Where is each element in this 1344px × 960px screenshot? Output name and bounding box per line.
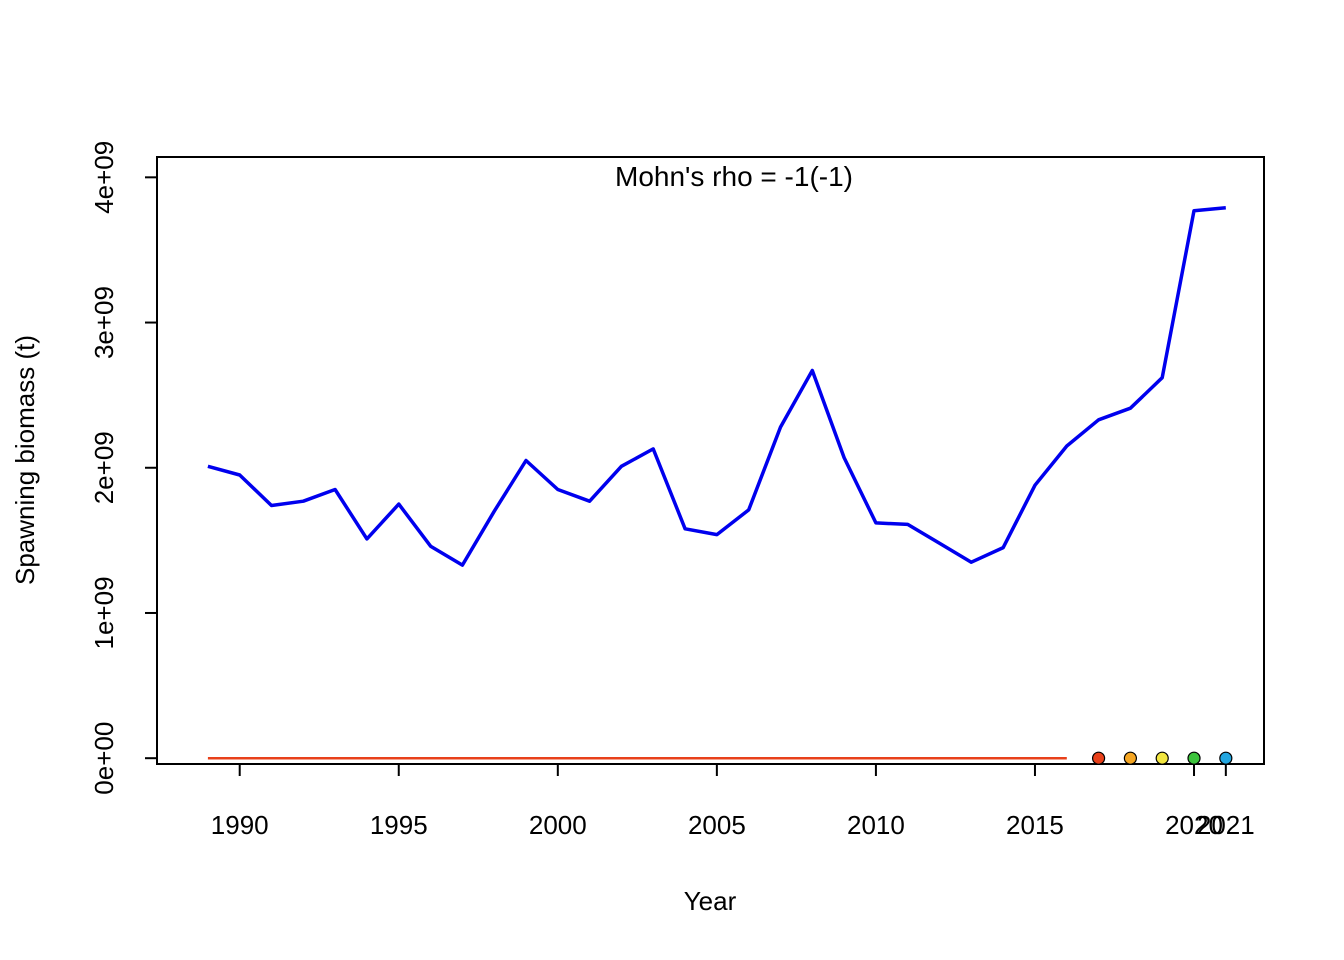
x-tick-label: 1995 [370,810,428,840]
peel-point [1155,751,1169,765]
y-tick-label: 3e+09 [89,286,119,359]
x-axis-title: Year [684,886,737,916]
x-tick-label: 2010 [847,810,905,840]
peel-point [1187,751,1201,765]
x-tick-label: 2021 [1197,810,1255,840]
x-tick-label: 2000 [529,810,587,840]
series-line-main [207,206,1226,567]
y-tick-label: 1e+09 [89,576,119,649]
peel-point [1091,751,1106,765]
peel-point [1123,751,1137,765]
plot-frame [156,156,1265,765]
y-tick-label: 2e+09 [89,431,119,504]
y-axis: 0e+00 1e+09 2e+09 3e+09 4e+09 [89,141,158,795]
peel-points [1091,751,1233,765]
peel-point [1219,751,1233,765]
y-tick-label: 0e+00 [89,722,119,795]
x-tick-label: 2005 [688,810,746,840]
x-tick-label: 2015 [1006,810,1064,840]
y-tick-label: 4e+09 [89,141,119,214]
x-tick-label: 2020 [1165,810,1223,840]
series-layer [207,206,1226,760]
y-axis-title: Spawning biomass (t) [10,335,40,585]
mohns-rho-annotation: Mohn's rho = -1(-1) [615,161,853,192]
x-tick-label: 1990 [211,810,269,840]
